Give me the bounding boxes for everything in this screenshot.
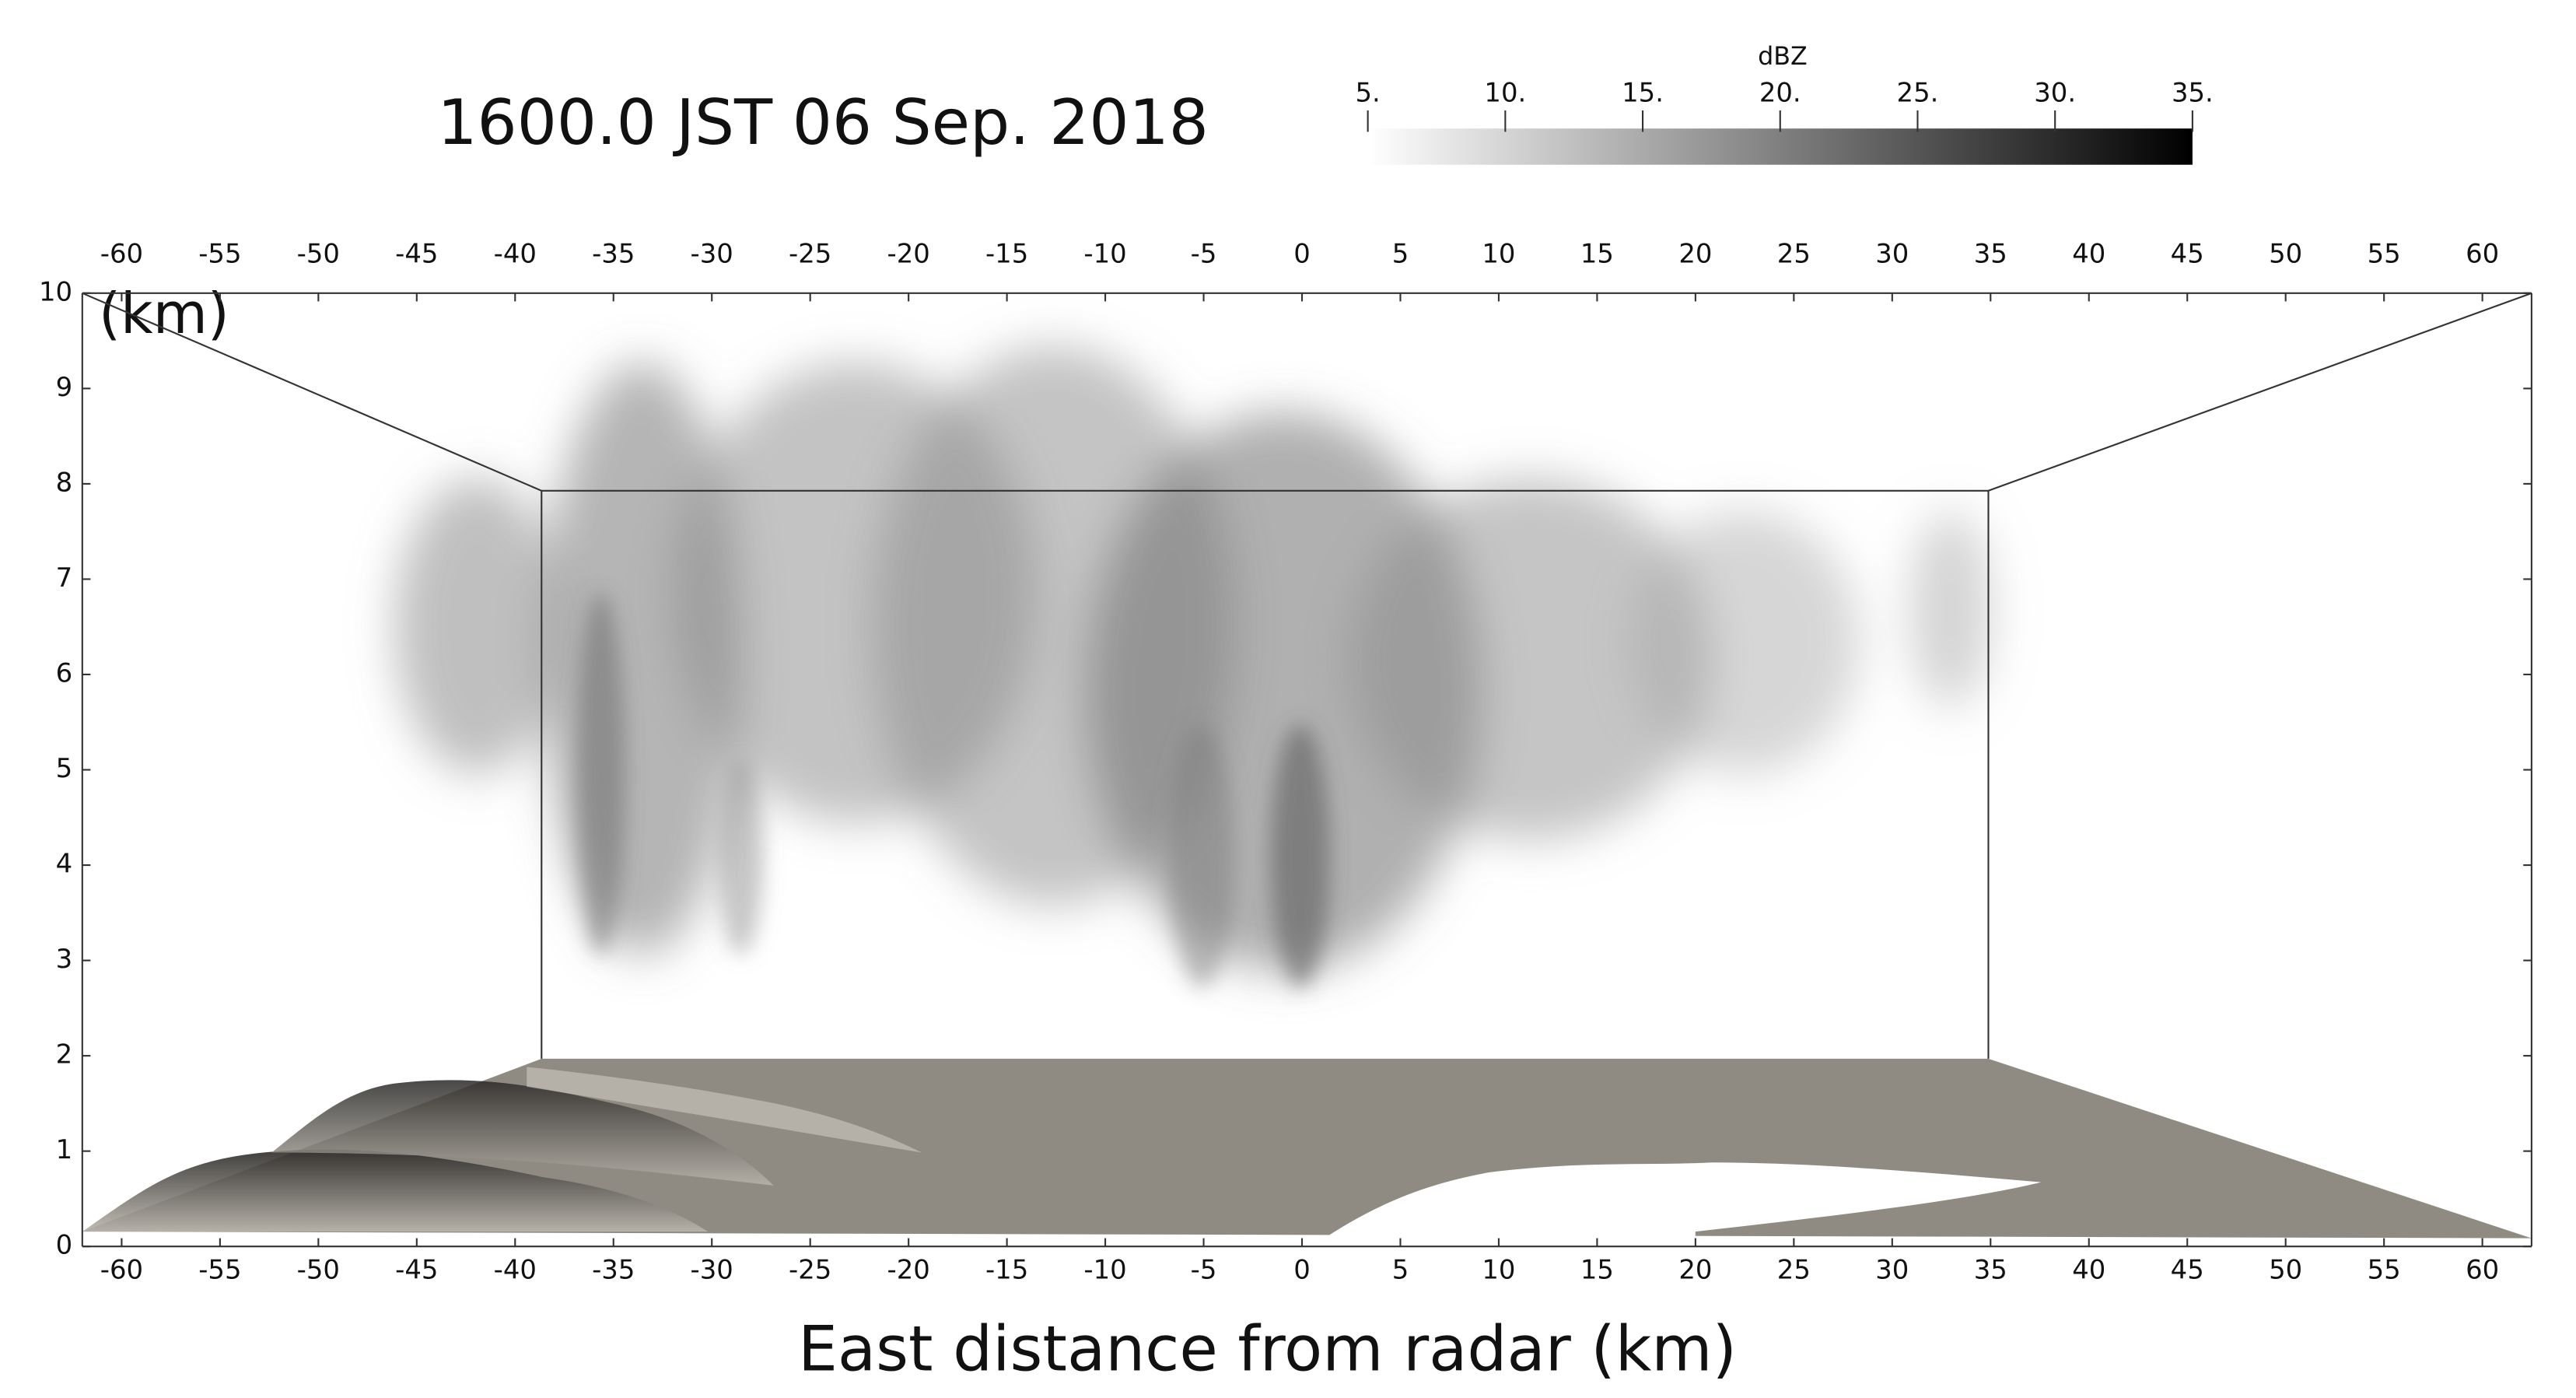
colorbar bbox=[1367, 128, 2193, 165]
x-tick-label-bottom: 25 bbox=[1777, 1254, 1811, 1284]
x-tick-label-top: 35 bbox=[1974, 239, 2007, 269]
reflectivity-volume bbox=[394, 345, 1992, 972]
x-tick-label-top: 40 bbox=[2072, 239, 2105, 269]
y-tick-label: 1 bbox=[56, 1134, 73, 1165]
colorbar-tick-label: 10. bbox=[1484, 77, 1526, 107]
x-tick-label-bottom: -5 bbox=[1191, 1254, 1217, 1284]
x-tick-label-bottom: -60 bbox=[100, 1254, 143, 1284]
z-axis-label: (km) bbox=[99, 281, 229, 346]
x-tick-label-top: 25 bbox=[1777, 239, 1811, 269]
x-tick-label-top: -5 bbox=[1191, 239, 1217, 269]
x-tick-label-bottom: -40 bbox=[494, 1254, 537, 1284]
cloud bbox=[1349, 477, 1712, 840]
title: 1600.0 JST 06 Sep. 2018 bbox=[437, 86, 1209, 159]
x-tick-label-top: 0 bbox=[1293, 239, 1311, 269]
x-tick-label-top: 10 bbox=[1482, 239, 1515, 269]
x-tick-label-bottom: -30 bbox=[691, 1254, 733, 1284]
x-tick-label-top: 15 bbox=[1580, 239, 1614, 269]
x-tick-label-bottom: 15 bbox=[1580, 1254, 1614, 1284]
x-tick-label-top: -55 bbox=[198, 239, 241, 269]
x-tick-label-bottom: -10 bbox=[1083, 1254, 1126, 1284]
x-tick-label-top: 45 bbox=[2171, 239, 2204, 269]
y-tick-label: 10 bbox=[39, 276, 72, 307]
colorbar-tick-label: 25. bbox=[1897, 77, 1939, 107]
x-tick-label-bottom: 40 bbox=[2072, 1254, 2105, 1284]
x-tick-label-top: -10 bbox=[1083, 239, 1126, 269]
colorbar-tick-label: 35. bbox=[2172, 77, 2214, 107]
x-tick-label-top: -20 bbox=[887, 239, 929, 269]
x-tick-label-bottom: 55 bbox=[2368, 1254, 2401, 1284]
x-tick-label-bottom: -50 bbox=[297, 1254, 340, 1284]
y-tick-label: 4 bbox=[56, 849, 73, 879]
x-tick-label-top: -45 bbox=[395, 239, 438, 269]
y-tick-label: 7 bbox=[56, 562, 73, 593]
colorbar-tick-label: 20. bbox=[1759, 77, 1801, 107]
x-tick-label-top: -60 bbox=[100, 239, 143, 269]
x-tick-label-top: -50 bbox=[297, 239, 340, 269]
x-tick-label-bottom: -25 bbox=[789, 1254, 831, 1284]
x-tick-label-top: 50 bbox=[2269, 239, 2302, 269]
ridges bbox=[82, 1067, 922, 1232]
x-tick-label-top: 30 bbox=[1875, 239, 1909, 269]
x-tick-label-bottom: -35 bbox=[592, 1254, 635, 1284]
colorbar-tick-label: 30. bbox=[2034, 77, 2076, 107]
cloud bbox=[1168, 724, 1235, 988]
x-tick-label-top: -30 bbox=[691, 239, 733, 269]
y-tick-label: 8 bbox=[56, 467, 73, 497]
x-tick-label-bottom: -15 bbox=[985, 1254, 1028, 1284]
x-tick-label-bottom: 45 bbox=[2171, 1254, 2204, 1284]
cloud bbox=[394, 477, 560, 774]
colorbar-tick-label: 15. bbox=[1622, 77, 1664, 107]
x-tick-label-bottom: 5 bbox=[1392, 1254, 1409, 1284]
x-tick-label-top: 5 bbox=[1392, 239, 1409, 269]
y-tick-label: 5 bbox=[56, 753, 73, 783]
y-tick-label: 3 bbox=[56, 944, 73, 974]
x-tick-label-bottom: 20 bbox=[1678, 1254, 1712, 1284]
x-tick-label-bottom: 0 bbox=[1293, 1254, 1311, 1284]
reflectivity-cores bbox=[576, 592, 1330, 988]
x-tick-label-top: -25 bbox=[789, 239, 831, 269]
x-tick-label-bottom: -45 bbox=[395, 1254, 438, 1284]
cloud bbox=[1909, 510, 1992, 709]
x-tick-label-bottom: -55 bbox=[198, 1254, 241, 1284]
x-tick-label-bottom: -20 bbox=[887, 1254, 929, 1284]
water bbox=[1317, 1162, 2042, 1247]
x-tick-label-bottom: 30 bbox=[1875, 1254, 1909, 1284]
cloud bbox=[717, 757, 764, 955]
x-tick-label-top: -15 bbox=[985, 239, 1028, 269]
x-tick-label-top: -40 bbox=[494, 239, 537, 269]
x-tick-label-top: 55 bbox=[2368, 239, 2401, 269]
cloud bbox=[1629, 510, 1860, 774]
cloud bbox=[576, 592, 626, 955]
x-tick-label-bottom: 10 bbox=[1482, 1254, 1515, 1284]
x-tick-label-top: 20 bbox=[1678, 239, 1712, 269]
frame-edge bbox=[1988, 292, 2532, 492]
y-tick-label: 0 bbox=[56, 1230, 73, 1260]
cloud bbox=[1270, 724, 1330, 988]
colorbar-tick-label: 5. bbox=[1355, 77, 1380, 107]
x-tick-label-top: 60 bbox=[2466, 239, 2499, 269]
y-tick-label: 2 bbox=[56, 1039, 73, 1070]
frame-edge bbox=[82, 292, 542, 492]
colorbar-label: dBZ bbox=[1758, 43, 1808, 71]
x-tick-label-bottom: 60 bbox=[2466, 1254, 2499, 1284]
x-axis-label: East distance from radar (km) bbox=[798, 1312, 1737, 1386]
x-tick-label-top: -35 bbox=[592, 239, 635, 269]
y-tick-label: 6 bbox=[56, 657, 73, 688]
y-tick-label: 9 bbox=[56, 372, 73, 402]
x-tick-label-bottom: 35 bbox=[1974, 1254, 2007, 1284]
x-tick-label-bottom: 50 bbox=[2269, 1254, 2302, 1284]
